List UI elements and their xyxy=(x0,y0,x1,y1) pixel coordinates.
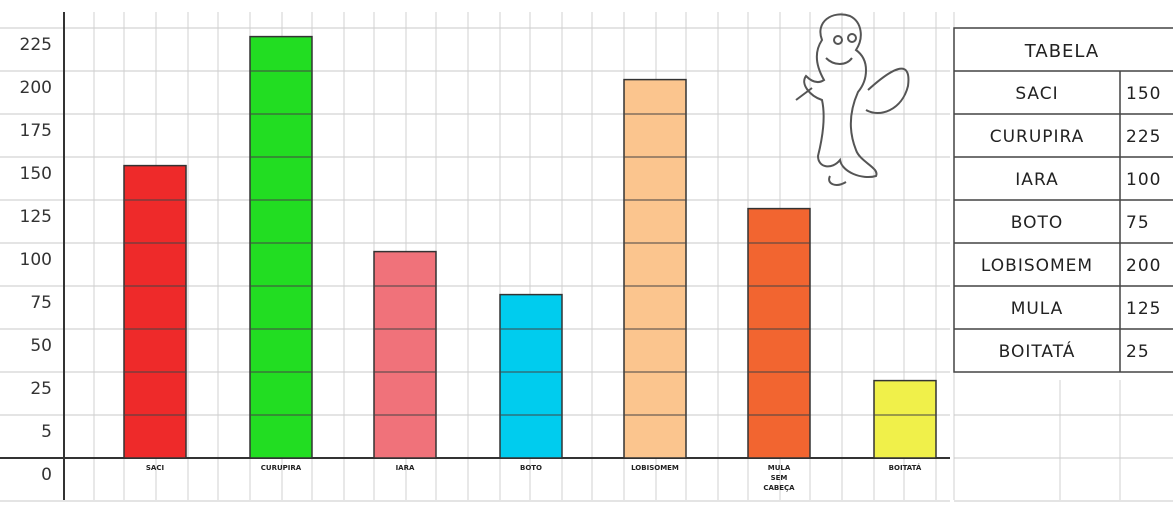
category-label: CURUPIRA xyxy=(261,464,302,472)
y-tick-label: 200 xyxy=(20,78,52,98)
category-label: CABEÇA xyxy=(763,484,795,492)
bar-lobisomem xyxy=(623,78,687,459)
data-table: TABELA SACI 150 CURUPIRA 225 IARA 100 BOTO 75 LOB… xyxy=(953,27,1173,373)
category-labels: SACI CURUPIRA IARA BOTO LOBISOMEM MULA SEM CABE… xyxy=(146,463,922,492)
table-row-value: 225 xyxy=(1126,127,1161,147)
table-row-name: SACI xyxy=(1015,84,1058,104)
table-title: TABELA xyxy=(1024,41,1099,62)
y-tick-label: 25 xyxy=(30,379,52,399)
bar-boitat- xyxy=(873,379,937,459)
bar-saci xyxy=(123,164,187,459)
bars xyxy=(123,35,937,459)
y-tick-label: 125 xyxy=(20,207,52,227)
category-label: BOTO xyxy=(520,464,542,472)
table-row-name: BOTO xyxy=(1011,213,1064,233)
bar-iara xyxy=(373,250,437,459)
bar-mula-sem-cabe-a xyxy=(747,207,811,459)
table-row-value: 125 xyxy=(1126,299,1161,319)
y-axis-ticks: 0 5 25 50 75 100 125 150 175 200 225 xyxy=(20,35,52,485)
bar-curupira xyxy=(249,35,313,459)
y-tick-label: 5 xyxy=(41,422,52,442)
table-row-value: 150 xyxy=(1126,84,1161,104)
y-tick-label: 225 xyxy=(20,35,52,55)
y-tick-label: 0 xyxy=(41,465,52,485)
cartoon-creature-icon xyxy=(795,13,910,186)
bar-boto xyxy=(499,293,563,459)
table-row-name: MULA xyxy=(1011,299,1064,319)
category-label: IARA xyxy=(396,464,415,472)
table-row-name: BOITATÁ xyxy=(999,340,1076,362)
y-tick-label: 75 xyxy=(30,293,52,313)
table-row-value: 200 xyxy=(1126,256,1161,276)
category-label: SACI xyxy=(146,464,164,472)
y-tick-label: 175 xyxy=(20,121,52,141)
table-row-value: 25 xyxy=(1126,342,1150,362)
category-label: MULA xyxy=(768,464,791,472)
table-row-name: CURUPIRA xyxy=(990,127,1085,147)
category-label: BOITATÁ xyxy=(889,463,922,472)
category-label: LOBISOMEM xyxy=(631,464,679,472)
y-tick-label: 150 xyxy=(20,164,52,184)
y-tick-label: 50 xyxy=(30,336,52,356)
y-tick-label: 100 xyxy=(20,250,52,270)
table-row-value: 75 xyxy=(1126,213,1150,233)
table-row-name: IARA xyxy=(1015,170,1058,190)
category-label: SEM xyxy=(771,474,788,482)
table-row-name: LOBISOMEM xyxy=(981,256,1093,276)
table-row-value: 100 xyxy=(1126,170,1161,190)
